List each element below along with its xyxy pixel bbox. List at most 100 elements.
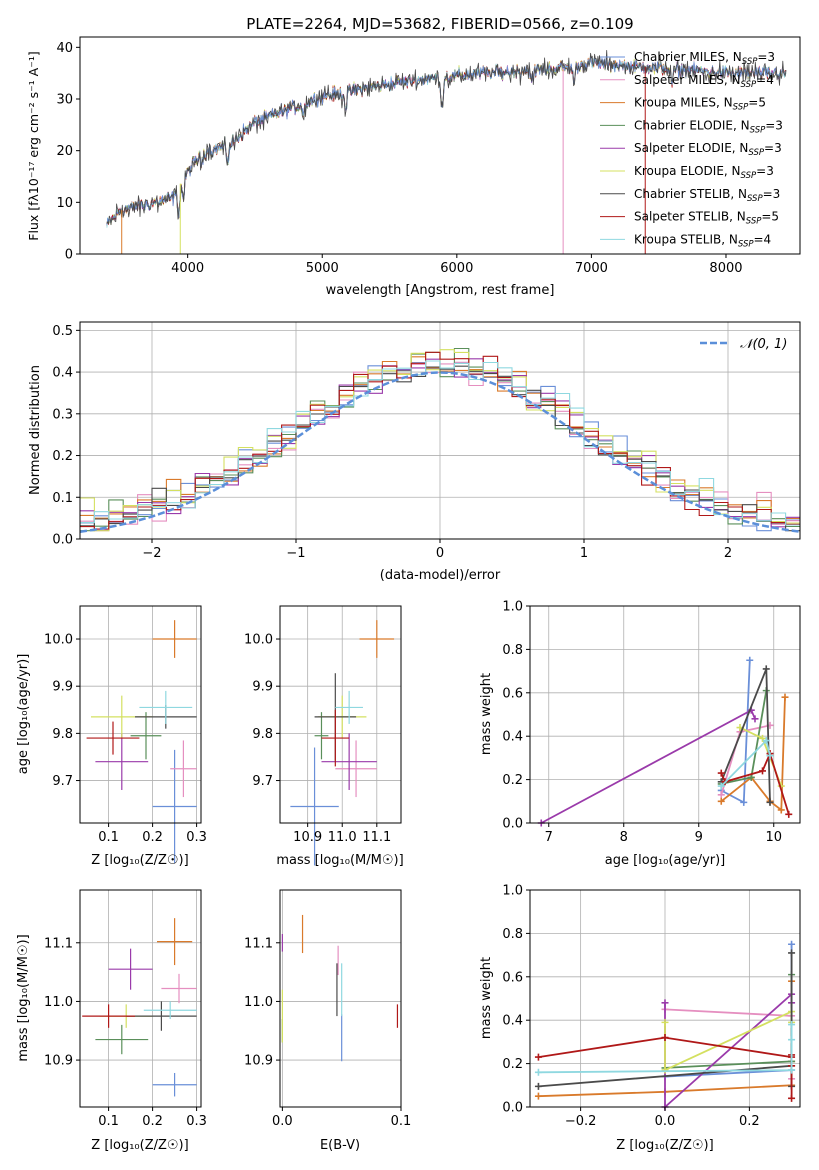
legend-label-chabrier_elodie: Chabrier ELODIE, NSSP=3 (634, 118, 783, 135)
tick-label-y: 9.8 (52, 727, 73, 742)
tick-label-x: 10.9 (293, 830, 322, 845)
residuals-xlabel: (data-model)/error (380, 568, 501, 583)
legend-label-kroupa_stelib: Kroupa STELIB, NSSP=4 (634, 232, 771, 249)
normal-curve (79, 371, 801, 533)
tick-label-y: 0.1 (52, 491, 73, 506)
marker-kroupa_stelib (762, 737, 770, 745)
tick-label-x: 2 (724, 546, 732, 561)
tick-label-y: 10.9 (44, 1054, 73, 1069)
tick-label-x: 0.3 (186, 1114, 207, 1129)
mass-vs-ebv-points (281, 914, 399, 1062)
mass-vs-Z-points (82, 918, 197, 1097)
tick-label-y: 11.0 (244, 995, 273, 1010)
tick-label-y: 0.6 (502, 686, 523, 701)
mass-vs-ebv-grid (280, 890, 402, 1107)
mass-vs-Z-grid (80, 890, 201, 1107)
age-vs-Z-xlabel: Z [log₁₀(Z/Z☉)] (91, 853, 188, 868)
tick-label-y: 0.8 (502, 927, 523, 942)
residuals-legend: 𝒩(0, 1) (700, 337, 787, 352)
legend-label-salpeter_stelib: Salpeter STELIB, NSSP=5 (634, 210, 779, 227)
massweight-vs-age-xlabel: age [log₁₀(age/yr)] (605, 853, 726, 868)
tick-label-x: 11.1 (362, 830, 391, 845)
tick-label-x: 9 (695, 830, 703, 845)
marker-salpeter_elodie (751, 715, 759, 723)
marker-kroupa_miles (534, 1092, 542, 1100)
tick-label-y: 10 (56, 196, 73, 211)
tick-label-x: 10 (765, 830, 782, 845)
legend-label-kroupa_miles: Kroupa MILES, NSSP=5 (634, 96, 766, 113)
legend-label-chabrier_stelib: Chabrier STELIB, NSSP=3 (634, 187, 780, 204)
point-kroupa_miles (152, 620, 197, 658)
tick-label-y: 10.0 (44, 633, 73, 648)
marker-kroupa_stelib (534, 1068, 542, 1076)
tick-label-y: 20 (56, 144, 73, 159)
tick-label-x: 0.1 (98, 830, 119, 845)
tick-label-x: 8 (620, 830, 628, 845)
age-vs-mass-ticks: 10.9 11.0 11.1 9.7 9.8 9.9 10.0 (244, 633, 391, 845)
tick-label-y: 9.7 (252, 774, 273, 789)
tick-label-y: 0.0 (502, 1101, 523, 1116)
tick-label-x: 8000 (709, 261, 742, 276)
point-salpeter_stelib (82, 1004, 135, 1028)
age-vs-Z-frame (79, 605, 202, 824)
tick-label-y: 30 (56, 93, 73, 108)
tick-label-y: 1.0 (502, 884, 523, 899)
massweight-vs-age-ticks: 7 8 9 10 0.0 0.2 0.4 0.6 0.8 1.0 (502, 600, 782, 846)
marker-chabrier_stelib (534, 1082, 542, 1090)
age-vs-mass-panel: 10.9 11.0 11.1 9.7 9.8 9.9 10.0 mass [log₁₀(M/… (244, 605, 404, 868)
marker-kroupa_miles (717, 797, 725, 805)
age-vs-mass-points (290, 620, 395, 866)
age-vs-Z-ticks: 0.1 0.2 0.3 9.7 9.8 9.9 10.0 (44, 633, 207, 845)
massweight-vs-age-grid (530, 605, 800, 824)
point-salpeter_elodie (321, 733, 377, 790)
tick-label-y: 0.4 (52, 366, 73, 381)
tick-label-x: 0.1 (98, 1114, 119, 1129)
point-chabrier_elodie (130, 712, 162, 760)
massweight-vs-age-panel: 7 8 9 10 0.0 0.2 0.4 0.6 0.8 1.0 age [log₁₀(age/y… (479, 600, 801, 868)
tick-label-y: 9.9 (52, 680, 73, 695)
age-vs-Z-panel: 0.1 0.2 0.3 9.7 9.8 9.9 10.0 Z [log₁₀(Z/Z☉)] a… (16, 605, 207, 868)
point-salpeter_elodie (95, 733, 149, 790)
histogram-kroupa_stelib (80, 360, 800, 526)
tick-label-x: −0.2 (565, 1114, 597, 1129)
marker-kroupa_stelib (788, 1066, 796, 1074)
tick-label-y: 9.8 (252, 727, 273, 742)
massweight-vs-age-ylabel: mass weight (479, 673, 494, 755)
point-chabrier_elodie (314, 712, 329, 760)
point-kroupa_stelib (335, 690, 363, 724)
marker-kroupa_stelib (717, 782, 725, 790)
mass-vs-Z-frame (79, 889, 202, 1108)
legend-label-chabrier_miles: Chabrier MILES, NSSP=3 (634, 50, 775, 67)
tick-label-x: 0.0 (655, 1114, 676, 1129)
marker-salpeter_stelib (785, 810, 793, 818)
line-salpeter_elodie (540, 708, 756, 824)
mass-vs-Z-xlabel: Z [log₁₀(Z/Z☉)] (91, 1138, 188, 1153)
tick-label-y: 0.4 (502, 1014, 523, 1029)
point-kroupa_stelib (143, 1001, 197, 1020)
point-salpeter_miles (170, 740, 197, 798)
residuals-ylabel: Normed distribution (28, 365, 43, 495)
marker-kroupa_stelib (788, 1021, 796, 1029)
point-chabrier_elodie (95, 1024, 149, 1055)
marker-kroupa_miles (777, 806, 785, 814)
marker-salpeter_stelib (661, 1034, 669, 1042)
age-vs-mass-xlabel: mass [log₁₀(M/M☉)] (276, 853, 403, 868)
spectrum-xlabel: wavelength [Angstrom, rest frame] (326, 283, 555, 298)
spectrum-ylabel: Flux [fλ10⁻¹⁷ erg cm⁻² s⁻¹ A⁻¹] (26, 51, 41, 240)
figure-title: PLATE=2264, MJD=53682, FIBERID=0566, z=0… (246, 15, 633, 33)
tick-label-y: 0.0 (502, 817, 523, 832)
tick-label-x: 0.2 (142, 830, 163, 845)
tick-label-x: 0.1 (391, 1114, 412, 1129)
point-kroupa_miles (359, 620, 395, 658)
tick-label-x: 0.2 (142, 1114, 163, 1129)
massweight-vs-age-lines (537, 656, 793, 827)
massweight-vs-Z-ticks: −0.2 0.0 0.2 0.0 0.2 0.4 0.6 0.8 1.0 (502, 884, 759, 1130)
marker-salpeter_stelib (759, 767, 766, 775)
tick-label-y: 11.1 (44, 936, 73, 951)
marker-salpeter_stelib (717, 769, 725, 777)
marker-chabrier_stelib (766, 798, 774, 806)
age-vs-Z-points (86, 620, 197, 864)
massweight-vs-Z-panel: −0.2 0.0 0.2 0.0 0.2 0.4 0.6 0.8 1.0 Z [log₁₀(Z/… (479, 884, 801, 1153)
tick-label-y: 11.0 (44, 995, 73, 1010)
